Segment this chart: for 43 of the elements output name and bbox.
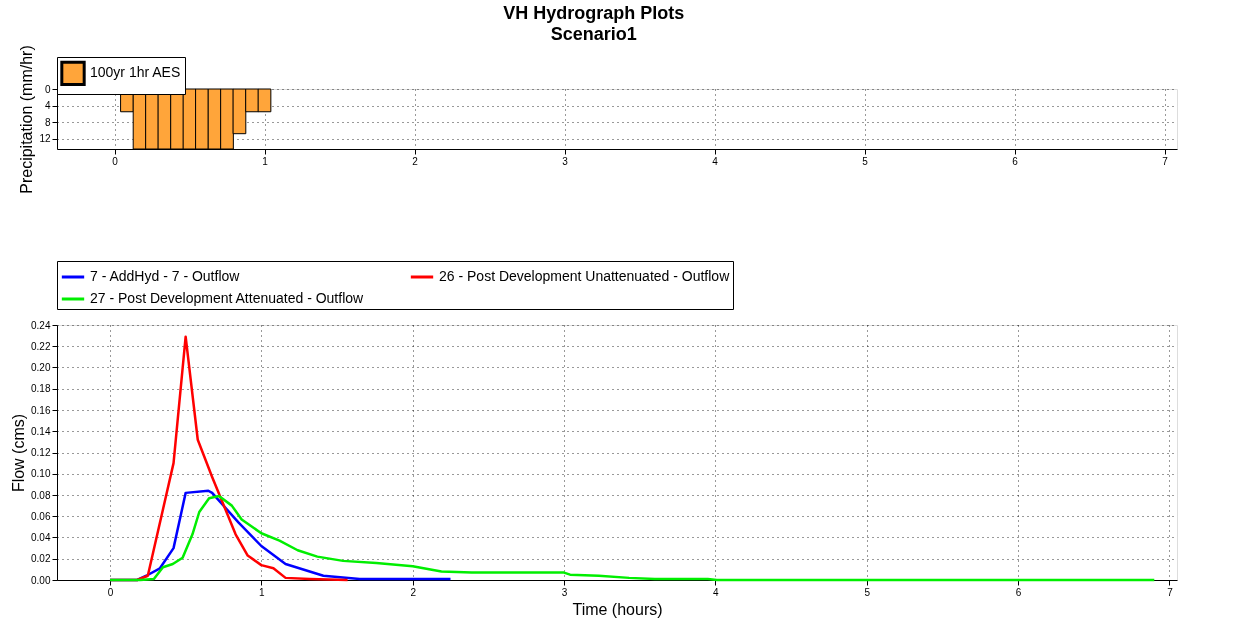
legend-label: 27 - Post Development Attenuated - Outflow [90, 290, 365, 306]
y-tick-label: 12 [39, 133, 51, 145]
x-tick-label: 2 [410, 586, 417, 598]
line-series [108, 494, 1156, 582]
y-tick-label: 0.06 [31, 510, 51, 522]
y-tick-label: 0.10 [31, 468, 51, 480]
x-tick-label: 2 [412, 155, 419, 167]
legend-label: 100yr 1hr AES [90, 64, 181, 81]
y-tick-label: 0.02 [31, 553, 51, 565]
y-tick-label: 0.00 [31, 574, 51, 586]
y-tick-label: 4 [44, 100, 51, 112]
y-tick-label: 0.18 [31, 383, 51, 395]
y-tick-label: 0 [44, 83, 51, 95]
x-tick-label: 4 [713, 586, 720, 598]
x-tick-label: 1 [262, 155, 269, 167]
x-tick-label: 5 [862, 155, 869, 167]
y-tick-label: 0.24 [31, 319, 51, 331]
y-axis-title: Precipitation (mm/hr) [18, 45, 36, 194]
x-tick-label: 3 [562, 155, 569, 167]
x-tick-label: 0 [112, 155, 119, 167]
y-tick-label: 0.04 [31, 532, 51, 543]
y-tick-label: 0.22 [31, 340, 51, 352]
legend-label: 7 - AddHyd - 7 - Outflow [90, 268, 241, 284]
x-tick-label: 4 [712, 155, 719, 167]
x-tick-label: 7 [1162, 155, 1169, 167]
x-tick-label: 6 [1012, 155, 1019, 167]
y-tick-label: 8 [44, 116, 51, 128]
x-tick-label: 1 [259, 586, 266, 598]
y-tick-label: 0.08 [31, 489, 51, 501]
x-axis-title: Time (hours) [572, 600, 663, 618]
y-axis-title: Flow (cms) [10, 413, 28, 493]
y-tick-label: 0.16 [31, 404, 51, 416]
legend-label: 26 - Post Development Unattenuated - Outflow [439, 268, 731, 284]
x-tick-label: 6 [1015, 586, 1022, 598]
x-tick-label: 5 [864, 586, 871, 598]
chart-subtitle: Scenario1 [550, 24, 637, 45]
x-tick-label: 3 [561, 586, 568, 598]
x-tick-label: 7 [1167, 586, 1174, 598]
y-tick-label: 0.12 [31, 447, 51, 458]
y-tick-label: 0.14 [31, 425, 51, 437]
x-tick-label: 0 [107, 586, 114, 598]
y-tick-label: 0.20 [31, 362, 51, 373]
chart-title: VH Hydrograph Plots [503, 3, 685, 24]
